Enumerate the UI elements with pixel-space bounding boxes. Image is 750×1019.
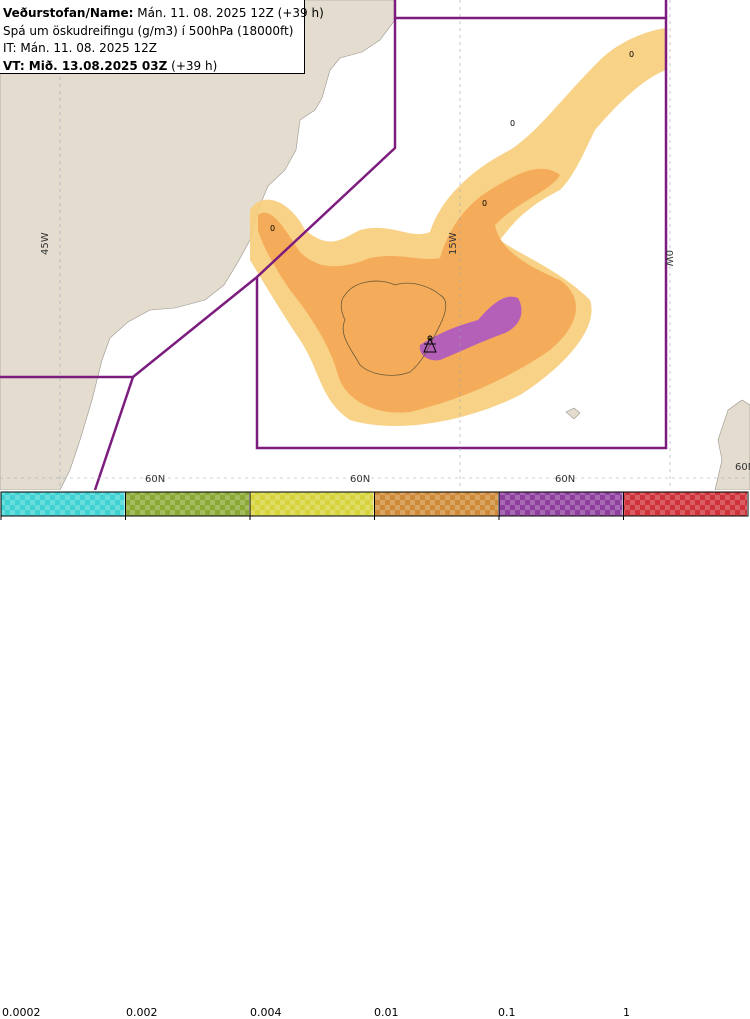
contour-label: 0	[482, 199, 487, 208]
lon-label-45w: 45W	[40, 232, 51, 255]
issuer-label: Veðurstofan/Name:	[3, 6, 134, 20]
concentration-legend: 0.0002 0.002 0.004 0.01 0.1 1	[0, 490, 750, 1019]
legend-label-3: 0.01	[374, 1006, 399, 1019]
ash-plume-mid	[258, 168, 577, 413]
legend-frame	[0, 491, 749, 517]
lat-label-d: 60N	[735, 462, 750, 473]
legend-swatch-pattern	[623, 492, 747, 516]
legend-label-1: 0.002	[126, 1006, 158, 1019]
contour-label: 0	[270, 224, 275, 233]
legend-label-5: 1	[623, 1006, 630, 1019]
contour-label: 0	[510, 119, 515, 128]
legend-colorbar	[0, 491, 749, 520]
svalbard-island	[714, 399, 750, 490]
issuer-value: Mán. 11. 08. 2025 12Z (+39 h)	[137, 6, 324, 20]
legend-label-0: 0.0002	[2, 1006, 41, 1019]
faroe-island	[565, 407, 581, 420]
legend-swatch-pattern	[250, 492, 374, 516]
legend-swatch-pattern	[499, 492, 623, 516]
fir-boundary	[0, 0, 668, 490]
legend-label-4: 0.1	[498, 1006, 516, 1019]
ash-forecast-map: 45W 15W 0W 60N 60N 60N 60N 0 0 0 0	[0, 0, 750, 490]
lon-label-0w: 0W	[663, 250, 674, 266]
valid-time-label: VT: Mið. 13.08.2025 03Z	[3, 58, 168, 73]
graticule	[0, 0, 750, 490]
valid-time-row: VT: Mið. 13.08.2025 03Z (+39 h)	[3, 58, 304, 76]
legend-swatch-pattern	[1, 492, 125, 516]
iceland-landmass	[340, 280, 447, 376]
volcano-icon	[423, 335, 437, 353]
legend-swatch-pattern	[125, 492, 249, 516]
lon-label-15w: 15W	[448, 232, 459, 255]
legend-swatch-pattern	[374, 492, 498, 516]
ash-plume-high	[419, 296, 522, 361]
lat-label-c: 60N	[555, 474, 575, 485]
contour-label: 0	[629, 50, 634, 59]
legend-label-2: 0.004	[250, 1006, 282, 1019]
forecast-info-box: Veðurstofan/Name: Mán. 11. 08. 2025 12Z …	[0, 0, 324, 76]
issuer-row: Veðurstofan/Name: Mán. 11. 08. 2025 12Z …	[3, 5, 324, 23]
issue-time: IT: Mán. 11. 08. 2025 12Z	[3, 41, 157, 55]
lat-label-b: 60N	[350, 474, 370, 485]
product-description: Spá um öskudreifingu (g/m3) í 500hPa (18…	[3, 23, 294, 38]
lat-label-a: 60N	[145, 474, 165, 485]
valid-time-lead: (+39 h)	[171, 58, 218, 73]
